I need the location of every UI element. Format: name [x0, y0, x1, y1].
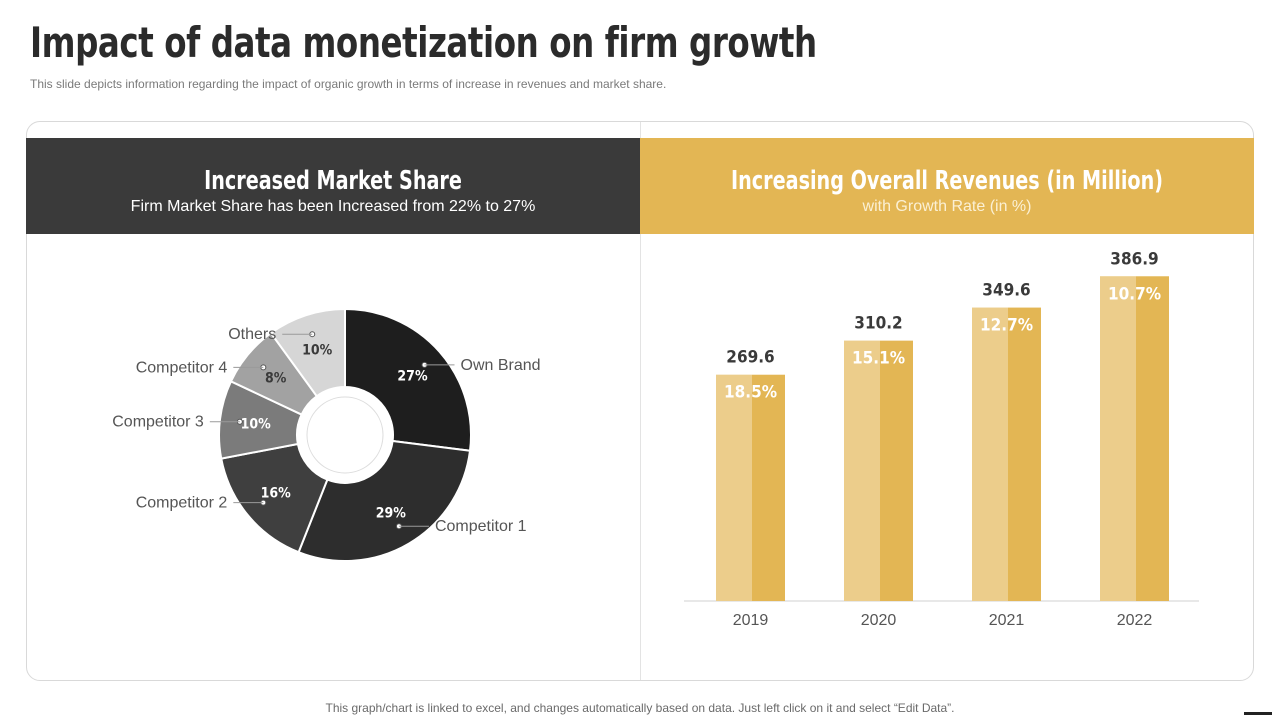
- donut-value-label: 16%: [261, 485, 292, 501]
- revenue-header: Increasing Overall Revenues (in Million)…: [640, 138, 1254, 234]
- market-share-donut-chart[interactable]: 27% Own Brand 29% Competitor 1 16% Competitor…: [0, 0, 640, 720]
- slide-title: Impact of data monetization on firm grow…: [30, 18, 817, 67]
- donut-value-label: 27%: [397, 368, 428, 384]
- donut-category-label: Others: [228, 326, 276, 343]
- donut-category-label: Own Brand: [461, 357, 541, 374]
- market-share-header: Increased Market Share Firm Market Share…: [26, 138, 640, 234]
- bar-value-label: 349.6: [982, 281, 1030, 301]
- donut-value-label: 10%: [241, 417, 272, 433]
- donut-value-label: 10%: [302, 342, 333, 358]
- bar-value-label: 269.6: [726, 348, 774, 368]
- bar-highlight: [1100, 276, 1136, 601]
- x-tick-label: 2021: [989, 612, 1025, 629]
- x-tick-label: 2019: [733, 612, 769, 629]
- donut-center: [306, 396, 384, 474]
- revenue-heading: Increasing Overall Revenues (in Million): [730, 166, 1164, 196]
- bar-value-label: 310.2: [854, 314, 902, 334]
- bar-highlight: [716, 374, 752, 601]
- market-share-subheading: Firm Market Share has been Increased fro…: [130, 198, 536, 215]
- bar-growth-label: 10.7%: [1108, 284, 1161, 304]
- bar-highlight: [972, 307, 1008, 601]
- revenue-bar-2022[interactable]: [1100, 276, 1169, 601]
- corner-accent: [1244, 712, 1272, 715]
- slide-subtitle: This slide depicts information regarding…: [30, 77, 667, 91]
- bar-growth-label: 12.7%: [980, 316, 1033, 336]
- donut-slice-competitor-1[interactable]: [297, 439, 472, 562]
- donut-slice-others[interactable]: [269, 307, 346, 398]
- revenue-bar-2021[interactable]: [972, 307, 1041, 601]
- panel-divider: [640, 122, 641, 680]
- donut-category-label: Competitor 2: [136, 495, 228, 512]
- bar-highlight: [844, 340, 880, 601]
- revenue-subheading: with Growth Rate (in %): [862, 198, 1032, 215]
- revenue-bar-2019[interactable]: [716, 374, 785, 601]
- revenue-bar-2020[interactable]: [844, 340, 913, 601]
- x-tick-label: 2022: [1117, 612, 1153, 629]
- donut-category-label: Competitor 1: [435, 518, 527, 535]
- market-share-heading: Increased Market Share: [204, 166, 462, 196]
- donut-slice-competitor-2[interactable]: [220, 442, 329, 554]
- x-tick-label: 2020: [861, 612, 897, 629]
- donut-slice-own-brand[interactable]: [344, 307, 472, 452]
- bar-growth-label: 18.5%: [724, 383, 777, 403]
- donut-category-label: Competitor 4: [136, 359, 228, 376]
- donut-value-label: 29%: [376, 505, 407, 521]
- donut-category-label: Competitor 3: [112, 414, 204, 431]
- donut-value-label: 8%: [265, 371, 287, 387]
- bar-value-label: 386.9: [1110, 249, 1158, 269]
- footer-note: This graph/chart is linked to excel, and…: [325, 701, 955, 715]
- bar-growth-label: 15.1%: [852, 349, 905, 369]
